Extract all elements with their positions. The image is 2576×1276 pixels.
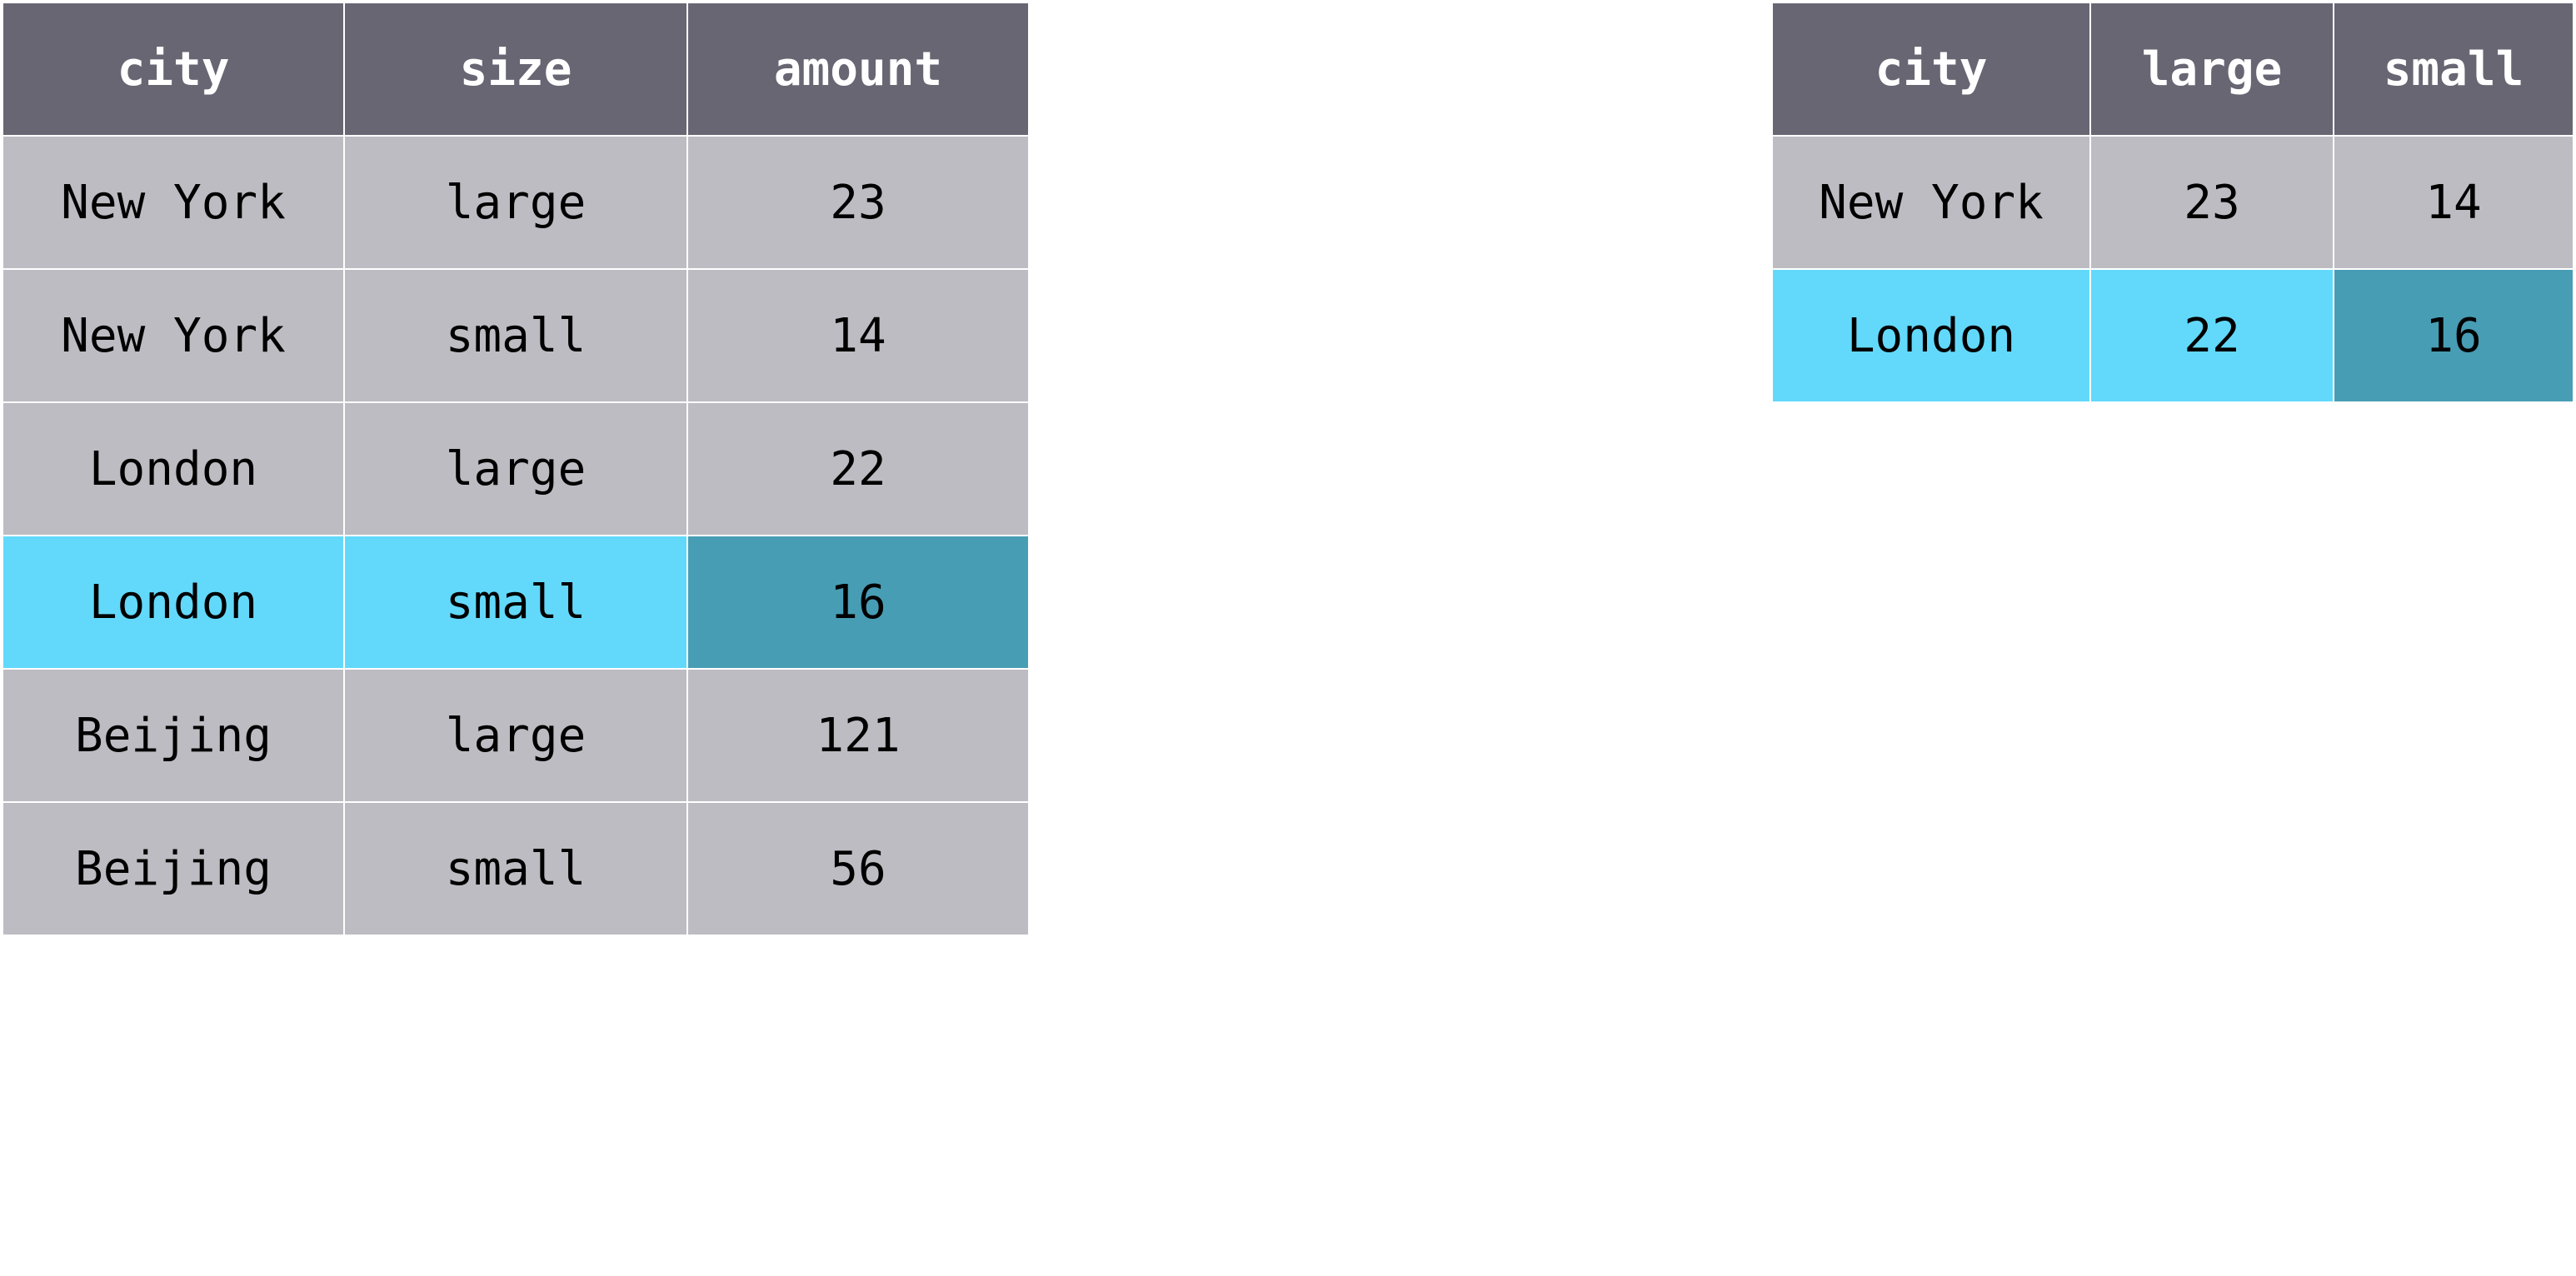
header-row: city size amount	[2, 2, 1030, 137]
table-cell: 121	[686, 668, 1030, 803]
table-cell: New York	[1771, 135, 2091, 270]
highlighted-row: London small 16	[2, 535, 1030, 670]
header-cell-city: city	[2, 2, 345, 137]
highlighted-value-cell: 16	[686, 535, 1030, 670]
table-cell: New York	[2, 135, 345, 270]
header-cell-small: small	[2333, 2, 2574, 137]
highlighted-cell: London	[1771, 268, 2091, 403]
header-cell-size: size	[343, 2, 688, 137]
highlighted-value-cell: 16	[2333, 268, 2574, 403]
header-row: city large small	[1771, 2, 2574, 137]
table-cell: small	[343, 268, 688, 403]
table-row: New York 23 14	[1771, 135, 2574, 270]
table-cell: 56	[686, 801, 1030, 936]
table-cell: Beijing	[2, 668, 345, 803]
table-cell: small	[343, 801, 688, 936]
table-row: New York small 14	[2, 268, 1030, 403]
table-row: Beijing large 121	[2, 668, 1030, 803]
wide-format-table: city large small New York 23 14 London 2…	[1771, 2, 2574, 403]
highlighted-row: London 22 16	[1771, 268, 2574, 403]
header-cell-city: city	[1771, 2, 2091, 137]
header-cell-amount: amount	[686, 2, 1030, 137]
table-cell: New York	[2, 268, 345, 403]
header-cell-large: large	[2089, 2, 2334, 137]
table-row: Beijing small 56	[2, 801, 1030, 936]
table-cell: large	[343, 401, 688, 536]
table-cell: London	[2, 401, 345, 536]
table-cell: 14	[686, 268, 1030, 403]
table-cell: large	[343, 135, 688, 270]
table-cell: 22	[686, 401, 1030, 536]
table-cell: large	[343, 668, 688, 803]
table-cell: 23	[686, 135, 1030, 270]
table-cell: Beijing	[2, 801, 345, 936]
table-cell: 23	[2089, 135, 2334, 270]
highlighted-cell: small	[343, 535, 688, 670]
long-format-table: city size amount New York large 23 New Y…	[2, 2, 1030, 936]
table-row: New York large 23	[2, 135, 1030, 270]
table-cell: 14	[2333, 135, 2574, 270]
highlighted-cell: London	[2, 535, 345, 670]
table-row: London large 22	[2, 401, 1030, 536]
highlighted-cell: 22	[2089, 268, 2334, 403]
